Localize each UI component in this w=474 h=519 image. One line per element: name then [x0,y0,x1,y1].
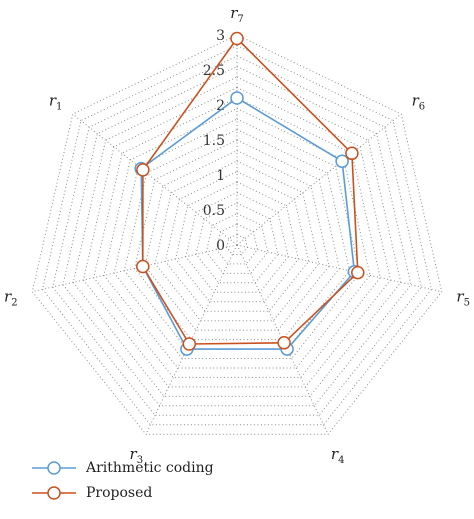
axis-label: r7 [230,4,244,25]
grid-ring [144,149,330,331]
grid-ring [205,212,269,274]
axis-label-subscript: 2 [11,298,17,309]
legend-item-arithmetic-coding: Arithmetic coding [30,455,214,480]
axis-label-base: r [456,288,464,306]
data-point [136,259,150,274]
data-point [182,337,197,351]
axis-label-subscript: 6 [419,101,425,112]
tick-label: 0.5 [203,203,225,219]
grid-ring [175,181,299,303]
data-series [134,31,365,356]
grid-ring [195,202,279,284]
tick-label: 3 [216,28,225,44]
data-point [136,163,150,177]
legend-marker-arithmetic-coding [32,460,76,475]
series-line [140,97,356,350]
data-point [345,146,359,161]
axis-label-base: r [412,91,420,109]
legend: Arithmetic coding Proposed [30,455,214,505]
series-0 [134,91,362,356]
grid-ring [164,170,310,312]
legend-label-arithmetic-coding: Arithmetic coding [86,459,214,476]
data-point [230,31,244,46]
legend-label-proposed: Proposed [86,484,153,501]
tick-label: 2 [216,98,225,114]
grid-ring [52,55,422,416]
series-1 [136,31,365,351]
axis-label: r4 [331,445,345,466]
data-point [230,91,244,105]
axis-label-subscript: 7 [237,14,243,25]
grid-ring [134,139,340,341]
legend-item-proposed: Proposed [30,480,214,505]
axis-label: r6 [412,91,426,112]
radial-tick-labels: 00.511.522.53 [203,28,225,254]
grid-ring [113,118,361,359]
grid-ring [215,223,259,265]
axis-label-subscript: 1 [56,101,62,112]
tick-label: 1 [216,168,225,184]
axis-label-base: r [130,445,138,463]
grid-ring [103,107,371,369]
axis-label-base: r [49,91,57,109]
legend-marker-proposed [32,485,76,500]
series-line [141,37,359,345]
data-point [351,265,365,280]
tick-label: 1.5 [203,133,225,149]
axis-label-subscript: 4 [338,455,344,466]
grid-ring [31,34,443,435]
grid-ring [41,44,433,426]
data-point [277,336,291,350]
axis-label: r3 [130,445,144,466]
data-point [335,154,349,168]
axis-label-base: r [230,4,238,22]
axis-label: r2 [4,288,18,309]
axis-label-base: r [331,445,339,463]
axis-label: r1 [49,91,63,112]
grid-ring [226,233,248,255]
grid-ring [62,65,412,407]
axis-label-base: r [4,288,12,306]
grid-ring [185,191,289,293]
axis-label: r5 [456,288,470,309]
tick-label: 0 [216,238,225,254]
axis-label-subscript: 5 [464,298,470,309]
axis-label-subscript: 3 [137,455,143,466]
